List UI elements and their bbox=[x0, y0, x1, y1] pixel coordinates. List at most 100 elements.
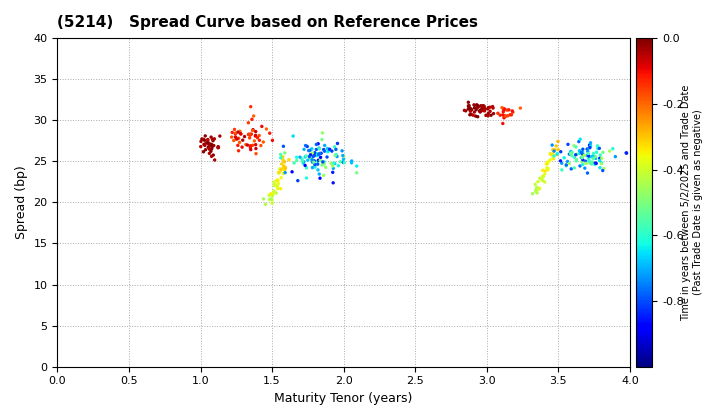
Point bbox=[330, 151, 342, 158]
Point bbox=[277, 153, 289, 160]
Point bbox=[485, 108, 496, 115]
Point bbox=[537, 167, 549, 174]
Point bbox=[502, 113, 513, 119]
Point bbox=[597, 149, 608, 156]
Point bbox=[577, 149, 588, 155]
Point bbox=[583, 155, 595, 162]
Point bbox=[237, 137, 248, 144]
Point bbox=[492, 110, 503, 117]
Point bbox=[468, 102, 480, 108]
Point bbox=[272, 185, 284, 192]
Point bbox=[545, 151, 557, 158]
Point bbox=[530, 188, 541, 194]
Point bbox=[307, 164, 318, 171]
Point bbox=[537, 173, 549, 180]
Point bbox=[556, 167, 567, 173]
Point bbox=[265, 191, 276, 197]
Point bbox=[312, 158, 323, 165]
Point bbox=[610, 153, 621, 160]
Point bbox=[577, 150, 588, 157]
Point bbox=[307, 159, 318, 165]
Point bbox=[240, 141, 251, 148]
Point bbox=[313, 146, 325, 152]
Point bbox=[607, 145, 618, 152]
Point bbox=[207, 143, 218, 150]
Point bbox=[531, 189, 543, 196]
Point bbox=[297, 160, 309, 166]
Point bbox=[504, 111, 516, 118]
Point bbox=[243, 131, 255, 138]
Point bbox=[253, 137, 265, 144]
Point bbox=[205, 134, 217, 140]
Point bbox=[477, 106, 489, 113]
Point bbox=[484, 104, 495, 110]
Point bbox=[547, 155, 559, 162]
Point bbox=[206, 141, 217, 148]
Point bbox=[464, 102, 475, 109]
Point bbox=[307, 153, 319, 160]
Point bbox=[207, 152, 219, 158]
Point bbox=[266, 137, 278, 144]
Point bbox=[574, 150, 585, 157]
Point bbox=[536, 176, 548, 183]
Point bbox=[301, 175, 312, 181]
Point bbox=[594, 158, 606, 164]
Point bbox=[314, 175, 325, 181]
Point bbox=[253, 132, 265, 139]
Point bbox=[584, 160, 595, 167]
Point bbox=[314, 150, 325, 157]
Point bbox=[239, 133, 251, 140]
Point bbox=[462, 102, 474, 109]
Point bbox=[279, 158, 290, 165]
Point bbox=[318, 161, 329, 168]
Point bbox=[318, 159, 329, 165]
Point bbox=[552, 146, 564, 153]
Point bbox=[577, 154, 588, 160]
Point bbox=[258, 196, 269, 202]
Point bbox=[264, 130, 276, 136]
Point bbox=[277, 165, 289, 171]
Point bbox=[235, 131, 247, 137]
Point bbox=[571, 156, 582, 163]
Point bbox=[580, 158, 592, 165]
Point bbox=[312, 157, 324, 163]
Point bbox=[323, 147, 334, 154]
Point bbox=[275, 166, 287, 173]
Point bbox=[351, 163, 362, 169]
Point bbox=[549, 152, 560, 159]
Point bbox=[206, 153, 217, 160]
Point bbox=[322, 149, 333, 155]
Point bbox=[351, 169, 362, 176]
Point bbox=[485, 112, 497, 118]
Point bbox=[329, 143, 341, 150]
Point bbox=[275, 185, 287, 192]
Point bbox=[593, 145, 605, 152]
Point bbox=[539, 168, 551, 175]
Point bbox=[205, 148, 217, 155]
Point bbox=[570, 144, 582, 150]
Point bbox=[204, 150, 215, 157]
Point bbox=[333, 162, 344, 169]
Point bbox=[250, 145, 261, 152]
Point bbox=[275, 151, 287, 158]
Point bbox=[273, 169, 284, 176]
Point bbox=[595, 160, 607, 167]
Point bbox=[207, 136, 218, 142]
Point bbox=[248, 138, 260, 144]
Point bbox=[577, 156, 589, 163]
Point bbox=[546, 152, 558, 158]
Point bbox=[542, 165, 554, 172]
Point bbox=[306, 145, 318, 152]
Point bbox=[532, 178, 544, 185]
Point bbox=[541, 160, 552, 167]
Point bbox=[305, 152, 316, 158]
Point bbox=[272, 178, 284, 184]
Point bbox=[204, 141, 215, 147]
Point bbox=[474, 108, 485, 114]
Point bbox=[544, 157, 556, 163]
Point bbox=[338, 159, 350, 166]
Point bbox=[309, 152, 320, 159]
Point bbox=[578, 152, 590, 159]
Point bbox=[477, 107, 489, 114]
Point bbox=[287, 168, 298, 175]
